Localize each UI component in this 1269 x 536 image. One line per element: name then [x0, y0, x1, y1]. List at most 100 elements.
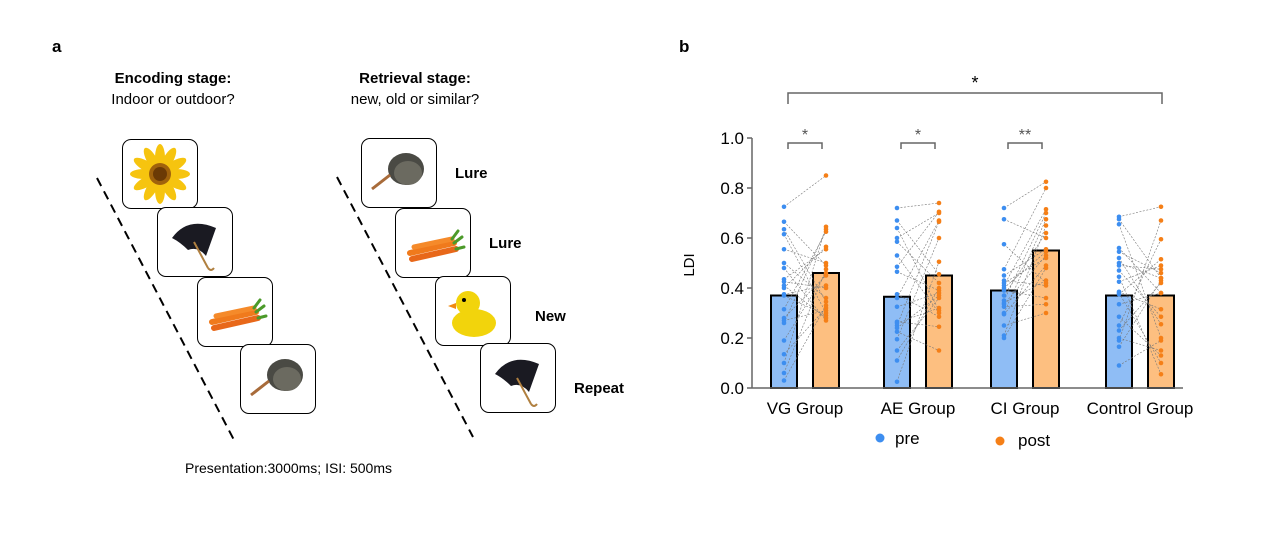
panel-b-letter: b [679, 37, 690, 56]
subject-line [896, 202, 940, 209]
post-point [1158, 266, 1164, 272]
post-point [936, 285, 942, 291]
subject-line [896, 212, 940, 239]
subject-line [896, 220, 940, 299]
subject-line [783, 221, 827, 266]
timing-caption: Presentation:3000ms; ISI: 500ms [185, 460, 392, 476]
pre-point [1116, 249, 1122, 255]
subject-line [1003, 257, 1047, 284]
post-point [936, 235, 942, 241]
pre-point [781, 219, 787, 225]
pre-point [1001, 304, 1007, 310]
pre-point [1116, 255, 1122, 261]
pre-point [781, 265, 787, 271]
y-tick-label: 0.0 [720, 379, 744, 398]
subject-line [1118, 292, 1162, 364]
subject-line [896, 221, 940, 326]
pre-point [894, 325, 900, 331]
post-point [1043, 283, 1049, 288]
subject-line [896, 297, 940, 351]
post-point [823, 299, 829, 305]
pre-point [894, 205, 900, 211]
subject-line [896, 211, 940, 267]
pre-point [1001, 273, 1007, 278]
pre-point [781, 351, 787, 357]
trial-label: Lure [489, 235, 522, 252]
post-point [1158, 263, 1164, 268]
pre-point [1001, 335, 1007, 341]
encoding-image-carrots [197, 277, 273, 347]
pre-point [1116, 301, 1122, 307]
pre-point [894, 329, 900, 335]
post-point [1158, 275, 1164, 281]
subject-line [783, 249, 827, 280]
pre-point [781, 279, 787, 285]
post-point [823, 295, 829, 301]
post-point [1043, 255, 1049, 261]
subject-line [1118, 337, 1162, 351]
post-point [936, 209, 942, 215]
post-point [823, 273, 829, 278]
trial-label: Lure [455, 165, 488, 182]
subject-line [896, 255, 940, 314]
subject-line [783, 248, 827, 264]
subject-line [896, 293, 940, 318]
pre-point [1001, 241, 1007, 247]
pre-point [1001, 323, 1007, 328]
post-point [1043, 185, 1049, 191]
post-point [1043, 223, 1049, 228]
subject-line [1118, 262, 1162, 279]
subject-line [783, 234, 827, 314]
trial-label: Repeat [574, 380, 625, 397]
pre-point [894, 291, 900, 297]
subject-line [1003, 187, 1047, 270]
legend-pre-label: pre [895, 429, 920, 448]
y-tick-label: 0.4 [720, 279, 744, 298]
pre-point [894, 320, 900, 326]
retrieval-image-duck [435, 276, 511, 346]
post-point [1158, 280, 1164, 286]
subject-line [1118, 259, 1162, 295]
subject-line [783, 310, 827, 321]
significance-label: ** [1019, 127, 1031, 144]
subject-line [1003, 209, 1047, 286]
post-point [936, 348, 942, 353]
subject-line [1118, 239, 1162, 326]
pre-point [894, 269, 900, 275]
pre-point [894, 239, 900, 245]
subject-line [896, 292, 940, 308]
panel-a-letter: a [52, 37, 62, 56]
subject-line [1118, 219, 1162, 279]
post-point [1043, 230, 1049, 236]
pre-point [781, 306, 787, 312]
post-point [1158, 270, 1164, 276]
post-point [823, 246, 829, 252]
subject-line [1118, 251, 1162, 274]
y-tick-label: 0.8 [720, 179, 744, 198]
pre-point [1001, 216, 1007, 222]
y-axis-label: LDI [681, 253, 698, 276]
pre-point [781, 320, 787, 326]
subject-line [1003, 280, 1047, 286]
pre-point [894, 358, 900, 363]
subject-line [1118, 316, 1162, 356]
subject-line [896, 331, 940, 351]
pre-point [1116, 216, 1122, 222]
post-point [1158, 321, 1164, 327]
encoding-image-umbrella [157, 207, 233, 277]
post-point [1158, 353, 1164, 358]
post-point [823, 318, 829, 323]
subject-line [783, 246, 827, 289]
post-point [1158, 314, 1164, 320]
subject-line [1118, 224, 1162, 339]
encoding-image-feather-duster [240, 344, 316, 414]
subject-line [1003, 290, 1047, 299]
post-point [1158, 306, 1164, 312]
subject-line [1003, 280, 1047, 304]
pre-point [1116, 328, 1122, 333]
post-point [936, 271, 942, 277]
retrieval-image-feather-duster [361, 138, 437, 208]
post-point [1158, 290, 1164, 296]
subject-line [783, 229, 827, 302]
subject-line [1003, 251, 1047, 289]
